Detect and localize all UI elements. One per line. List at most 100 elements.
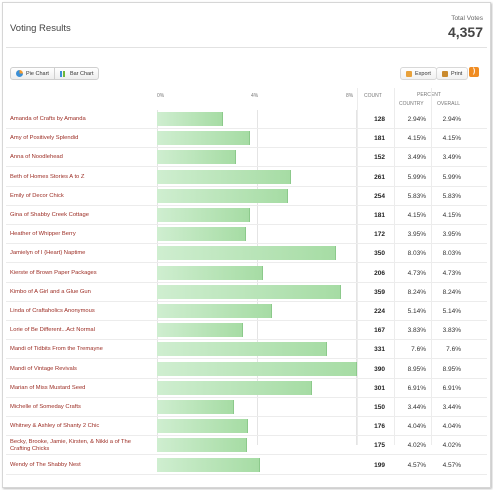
percent-overall: 4.04%: [442, 423, 461, 431]
contestant-name: Lorie of Be Different...Act Normal: [10, 327, 95, 334]
table-row: Wendy of The Shabby Nest 199 4.57% 4.57%: [0, 456, 493, 475]
percent-country: 4.73%: [407, 269, 426, 277]
row-divider: [6, 281, 487, 283]
vote-count: 359: [374, 288, 385, 296]
axis-tick-0: 0%: [157, 93, 165, 99]
export-icon: [406, 70, 412, 77]
percent-country: 8.95%: [407, 365, 426, 373]
percent-overall: 5.14%: [442, 308, 461, 315]
percent-overall: 4.73%: [442, 269, 461, 277]
percent-country: 5.83%: [407, 192, 426, 200]
table-row: Whitney & Ashley of Shanty 2 Chic 176 4.04…: [0, 417, 493, 437]
column-divider: [431, 88, 432, 445]
table-row: Amy of Positively Splendid 181 4.15% 4.15%: [0, 129, 493, 149]
row-divider: [6, 147, 487, 149]
percent-country: 3.83%: [407, 327, 426, 335]
percent-country: 3.95%: [407, 231, 426, 239]
percent-country: 3.49%: [407, 154, 426, 162]
percent-country: 5.14%: [407, 308, 426, 315]
table-row: Beth of Homes Stories A to Z 261 5.99% 5.99…: [0, 168, 493, 187]
result-bar: [157, 361, 357, 376]
column-divider: [394, 88, 395, 445]
export-button[interactable]: Export: [400, 67, 437, 80]
result-bar: [157, 380, 312, 395]
country-header: COUNTRY: [399, 101, 424, 107]
percent-overall: 3.44%: [442, 404, 461, 411]
percent-country: 4.57%: [407, 461, 426, 469]
row-divider: [6, 416, 487, 417]
print-button[interactable]: Print: [436, 67, 469, 80]
percent-overall: 3.49%: [442, 154, 461, 162]
percent-country: 8.24%: [407, 288, 426, 296]
row-divider: [6, 262, 487, 264]
contestant-name: Heather of Whipper Berry: [10, 231, 76, 238]
vote-count: 206: [374, 269, 385, 277]
count-header: COUNT: [364, 93, 382, 99]
row-divider: [6, 224, 487, 225]
table-row: Michelle of Someday Crafts 150 3.44% 3.44%: [0, 398, 493, 417]
vote-count: 167: [374, 327, 385, 335]
result-bar: [157, 304, 273, 318]
contestant-name: Beth of Homes Stories A to Z: [10, 173, 85, 180]
row-divider: [6, 454, 487, 456]
vote-count: 350: [374, 250, 385, 258]
row-divider: [6, 358, 487, 360]
percent-overall: 4.15%: [442, 135, 461, 143]
pie-chart-label: Pie Chart: [26, 70, 49, 77]
contestant-name: Jamielyn of I {Heart} Naptime: [10, 250, 86, 257]
vote-count: 176: [374, 423, 385, 431]
vote-count: 181: [374, 212, 385, 219]
percent-overall: 5.83%: [442, 192, 461, 200]
table-row: Heather of Whipper Berry 172 3.95% 3.95%: [0, 225, 493, 245]
contestant-name: Gina of Shabby Creek Cottage: [10, 212, 89, 218]
table-row: Anna of Noodlehead 152 3.49% 3.49%: [0, 148, 493, 168]
percent-country: 8.03%: [407, 250, 426, 258]
result-bar: [157, 208, 251, 222]
row-divider: [6, 166, 487, 168]
vote-count: 181: [374, 135, 385, 143]
vote-count: 199: [374, 461, 385, 469]
result-bar: [157, 323, 244, 338]
percent-country: 4.04%: [407, 423, 426, 431]
percent-country: 6.91%: [407, 384, 426, 392]
result-bar: [157, 112, 224, 126]
percent-overall: 8.03%: [442, 250, 461, 258]
contestant-name: Whitney & Ashley of Shanty 2 Chic: [10, 423, 100, 430]
vote-count: 261: [374, 173, 385, 181]
percent-country: 5.99%: [407, 173, 426, 181]
vote-count: 301: [374, 384, 385, 392]
bar-chart-button[interactable]: Bar Chart: [53, 68, 99, 79]
axis-tick-4: 4%: [251, 93, 259, 99]
result-bar: [157, 438, 248, 453]
pie-chart-button[interactable]: Pie Chart: [11, 68, 54, 79]
row-divider: [6, 204, 487, 206]
percent-country: 2.94%: [407, 116, 426, 123]
overall-header: OVERALL: [437, 101, 461, 107]
table-row: Linda of Craftaholics Anonymous 224 5.14% 5…: [0, 302, 493, 321]
column-divider: [357, 88, 358, 445]
row-divider: [6, 128, 487, 129]
vote-count: 254: [374, 192, 385, 200]
rss-icon[interactable]: ): [469, 67, 479, 77]
result-bar: [157, 419, 248, 434]
contestant-name: Anna of Noodlehead: [10, 154, 63, 161]
table-row: Mandi of Vintage Revivals 390 8.95% 8.95%: [0, 360, 493, 379]
axis-tick-8: 8%: [346, 93, 354, 99]
percent-overall: 5.99%: [442, 173, 461, 181]
contestant-name: Wendy of The Shabby Nest: [10, 461, 81, 468]
contestant-name: Michelle of Someday Crafts: [10, 404, 81, 410]
row-divider: [6, 243, 487, 245]
table-row: Lorie of Be Different...Act Normal 167 3.8…: [0, 321, 493, 341]
result-bar: [157, 169, 292, 184]
pie-chart-icon: [16, 70, 23, 77]
result-bar: [157, 246, 337, 261]
vote-count: 172: [374, 231, 385, 239]
percent-overall: 8.95%: [442, 365, 461, 373]
result-bar: [157, 188, 288, 203]
table-row: Emily of Decor Chick 254 5.83% 5.83%: [0, 187, 493, 206]
percent-overall: 4.02%: [442, 442, 461, 450]
row-divider: [6, 473, 487, 475]
row-divider: [6, 339, 487, 341]
vote-count: 152: [374, 154, 385, 162]
